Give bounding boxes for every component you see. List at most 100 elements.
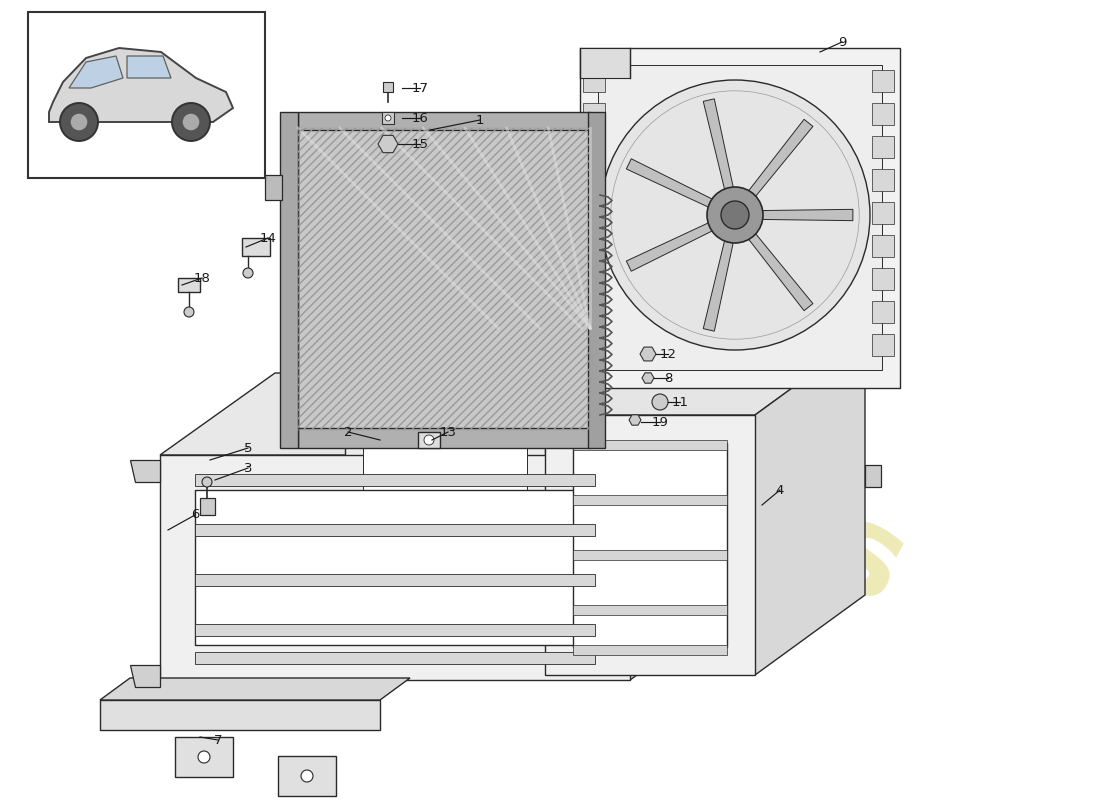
Text: 14: 14 [260, 231, 276, 245]
Bar [583, 70, 605, 92]
Polygon shape [130, 665, 159, 687]
Polygon shape [50, 48, 233, 122]
Bar [583, 136, 605, 158]
Polygon shape [195, 474, 595, 486]
Text: 15: 15 [411, 138, 429, 150]
Bar [383, 82, 393, 92]
Polygon shape [573, 495, 727, 505]
Circle shape [243, 268, 253, 278]
Polygon shape [195, 524, 595, 536]
Polygon shape [573, 443, 727, 647]
Polygon shape [580, 48, 900, 388]
Polygon shape [749, 234, 813, 310]
Circle shape [652, 394, 668, 410]
Bar [872, 334, 894, 356]
Text: 16: 16 [411, 111, 428, 125]
Polygon shape [298, 112, 590, 130]
Text: 19: 19 [651, 415, 669, 429]
Polygon shape [175, 737, 233, 777]
Circle shape [600, 80, 870, 350]
Polygon shape [630, 373, 745, 680]
Polygon shape [200, 498, 214, 515]
Text: euroParts: euroParts [275, 210, 925, 630]
Polygon shape [588, 112, 605, 448]
Text: 18: 18 [194, 271, 210, 285]
Bar [872, 136, 894, 158]
Text: 13: 13 [440, 426, 456, 438]
Bar [583, 235, 605, 257]
Text: 2: 2 [343, 426, 352, 438]
Polygon shape [100, 700, 380, 730]
Polygon shape [626, 158, 712, 207]
Bar [872, 301, 894, 323]
Circle shape [424, 435, 434, 445]
Text: 17: 17 [411, 82, 429, 94]
Polygon shape [160, 455, 630, 680]
Circle shape [301, 770, 314, 782]
Text: 1: 1 [475, 114, 484, 126]
Polygon shape [640, 347, 656, 361]
Text: 3: 3 [244, 462, 252, 474]
Circle shape [60, 103, 98, 141]
Bar [872, 268, 894, 290]
Polygon shape [160, 373, 745, 455]
Polygon shape [298, 128, 590, 430]
Bar [178, 278, 200, 292]
Polygon shape [629, 415, 641, 425]
Polygon shape [298, 428, 590, 448]
Polygon shape [544, 335, 865, 415]
Bar [583, 268, 605, 290]
Polygon shape [363, 438, 527, 582]
Polygon shape [278, 756, 336, 796]
Circle shape [707, 187, 763, 243]
Polygon shape [642, 373, 654, 383]
Polygon shape [762, 210, 852, 221]
Polygon shape [100, 678, 410, 700]
Text: 6: 6 [190, 509, 199, 522]
Bar [872, 169, 894, 191]
Bar [583, 334, 605, 356]
Circle shape [202, 477, 212, 487]
Bar [865, 465, 881, 487]
Polygon shape [195, 574, 595, 586]
Text: a passion for porsche 1985: a passion for porsche 1985 [372, 389, 788, 631]
Bar [418, 432, 440, 448]
Bar [872, 202, 894, 224]
Bar [583, 301, 605, 323]
Circle shape [70, 113, 88, 131]
Polygon shape [573, 645, 727, 655]
Polygon shape [573, 605, 727, 615]
Text: 11: 11 [671, 395, 689, 409]
Bar [872, 235, 894, 257]
Polygon shape [580, 48, 630, 78]
Bar [242, 238, 270, 256]
Circle shape [184, 307, 194, 317]
Bar [583, 202, 605, 224]
Circle shape [172, 103, 210, 141]
Circle shape [182, 113, 200, 131]
Text: 4: 4 [776, 483, 784, 497]
Circle shape [385, 115, 390, 121]
Polygon shape [195, 490, 595, 645]
Polygon shape [265, 175, 282, 200]
Polygon shape [598, 65, 882, 370]
Text: 9: 9 [838, 35, 846, 49]
Text: 5: 5 [244, 442, 252, 454]
Polygon shape [69, 56, 123, 88]
Bar [872, 70, 894, 92]
Polygon shape [703, 99, 734, 189]
Bar [583, 169, 605, 191]
Bar [583, 103, 605, 125]
Polygon shape [378, 135, 398, 153]
Text: 7: 7 [213, 734, 222, 746]
Bar [382, 112, 394, 124]
Polygon shape [195, 652, 595, 664]
Polygon shape [626, 223, 712, 271]
Bar [28, 12, 265, 178]
Circle shape [720, 201, 749, 229]
Text: 12: 12 [660, 347, 676, 361]
Circle shape [198, 751, 210, 763]
Polygon shape [573, 550, 727, 560]
Polygon shape [126, 56, 170, 78]
Polygon shape [195, 624, 595, 636]
